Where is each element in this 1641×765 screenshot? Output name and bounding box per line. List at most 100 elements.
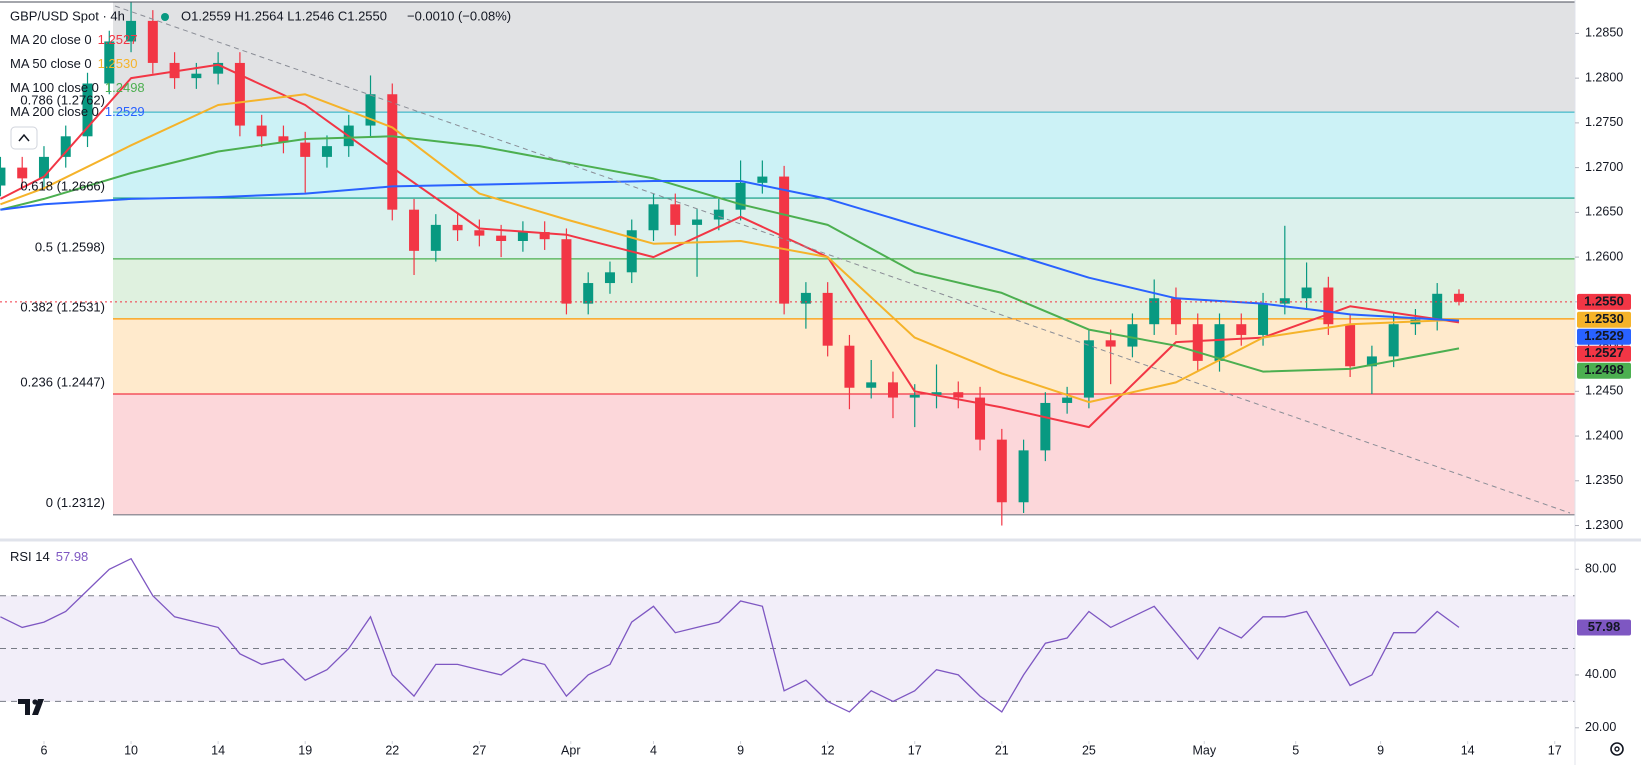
candle-body — [779, 176, 790, 304]
fib-zones — [113, 2, 1575, 516]
fib-zone — [113, 2, 1575, 113]
fib-label: 0.5 (1.2598) — [35, 239, 105, 254]
candle-body — [670, 204, 681, 225]
rsi-y-tick-label: 20.00 — [1585, 720, 1616, 734]
price-tag-label: 1.2530 — [1584, 311, 1624, 326]
price-tag — [1577, 345, 1631, 362]
candle-body — [844, 345, 855, 388]
candle-body — [60, 136, 71, 157]
candle-body — [409, 209, 420, 251]
candle-body — [713, 209, 724, 220]
candle-body — [1192, 324, 1203, 361]
ma-value: 1.2527 — [98, 32, 138, 47]
price-tag — [1577, 293, 1631, 310]
candle-body — [17, 167, 28, 179]
candle-body — [213, 62, 224, 74]
moving-average — [0, 180, 1460, 322]
rsi-y-tick-label: 80.00 — [1585, 562, 1616, 576]
ohlc-values: O1.2559 H1.2564 L1.2546 C1.2550 — [181, 8, 387, 23]
rsi-tag — [1577, 619, 1631, 636]
x-tick-label: 17 — [1548, 743, 1562, 757]
y-tick-label: 1.2850 — [1585, 26, 1623, 40]
fib-zone — [113, 318, 1575, 394]
settings-icon[interactable] — [1610, 742, 1624, 756]
candle-body — [1105, 340, 1116, 347]
moving-average — [0, 63, 1460, 429]
candle-body — [1432, 293, 1443, 320]
candle-body — [365, 94, 376, 126]
collapse-icon[interactable] — [18, 133, 30, 142]
y-tick-label: 1.2600 — [1585, 249, 1623, 263]
candle-body — [234, 62, 245, 126]
price-tag-label: 1.2527 — [1584, 345, 1624, 360]
candle-body — [975, 397, 986, 440]
candle-body — [1040, 402, 1051, 451]
main-pane — [0, 2, 1575, 713]
candle-body — [474, 230, 485, 236]
rsi-legend: RSI 14 57.98 — [10, 549, 88, 564]
ma-name: MA 20 close 0 — [10, 32, 92, 47]
logo-dot — [32, 699, 38, 705]
candle-body — [1214, 324, 1225, 361]
ma-legend: MA 100 close 0 1.2498 — [10, 80, 145, 95]
gear-outer[interactable] — [1610, 742, 1624, 756]
candle-body — [648, 204, 659, 231]
price-tag — [1577, 311, 1631, 328]
candle-body — [909, 394, 920, 398]
overlay: 0.786 (1.2762) 0.618 (1.2666) 0.5 (1.2598)… — [0, 8, 1631, 757]
x-tick-label: 22 — [385, 743, 399, 757]
candle-body — [866, 382, 877, 388]
fib-zone — [113, 393, 1575, 515]
x-tick-label: 25 — [1082, 743, 1096, 757]
ma-legend: MA 200 close 0 1.2529 — [10, 104, 145, 119]
price-tag-label: 1.2498 — [1584, 362, 1624, 377]
candle-body — [104, 41, 115, 84]
ma-value: 1.2498 — [105, 80, 145, 95]
rsi-tag-label: 57.98 — [1588, 619, 1621, 634]
fib-label: 0.236 (1.2447) — [20, 374, 105, 389]
ma-name: MA 200 close 0 — [10, 104, 99, 119]
collapse-button[interactable] — [10, 126, 38, 150]
candle-body — [931, 392, 942, 395]
candle-body — [604, 272, 615, 284]
x-tick-label: 6 — [40, 743, 47, 757]
candle-body — [191, 73, 202, 79]
gear-inner[interactable] — [1614, 746, 1620, 752]
y-tick-label: 1.2350 — [1585, 473, 1623, 487]
x-tick-label: 5 — [1292, 743, 1299, 757]
candle-body — [996, 439, 1007, 503]
fib-zone — [113, 112, 1575, 199]
candle-body — [452, 224, 463, 231]
candle-body — [1062, 397, 1073, 403]
fib-label: 0.618 (1.2666) — [20, 178, 105, 193]
candle-body — [496, 235, 507, 241]
collapse-box[interactable] — [10, 126, 38, 150]
candle-body — [583, 283, 594, 304]
candle-body — [822, 292, 833, 346]
candle-body — [256, 125, 267, 137]
candle-body — [38, 156, 49, 179]
ma-value: 1.2530 — [98, 56, 138, 71]
rsi-name: RSI 14 — [10, 549, 50, 564]
price-tag — [1577, 362, 1631, 379]
y-tick-label: 1.2700 — [1585, 160, 1623, 174]
symbol-title: GBP/USD Spot · 4h — [10, 8, 125, 23]
rsi-y-tick-label: 40.00 — [1585, 667, 1616, 681]
candle-body — [278, 136, 289, 143]
x-tick-label: 12 — [821, 743, 835, 757]
price-change: −0.0010 (−0.08%) — [407, 8, 511, 23]
candle-body — [757, 176, 768, 183]
price-tag-label: 1.2550 — [1584, 293, 1624, 308]
y-tick-label: 1.2800 — [1585, 70, 1623, 84]
ma-legend: MA 20 close 0 1.2527 — [10, 32, 137, 47]
candle-body — [1345, 324, 1356, 367]
x-tick-label: 21 — [995, 743, 1009, 757]
fib-zone — [113, 258, 1575, 319]
candle-body — [953, 392, 964, 398]
x-tick-label: 19 — [298, 743, 312, 757]
candle-body — [126, 20, 137, 42]
fib-label: 0.382 (1.2531) — [20, 299, 105, 314]
candle-body — [321, 146, 332, 157]
